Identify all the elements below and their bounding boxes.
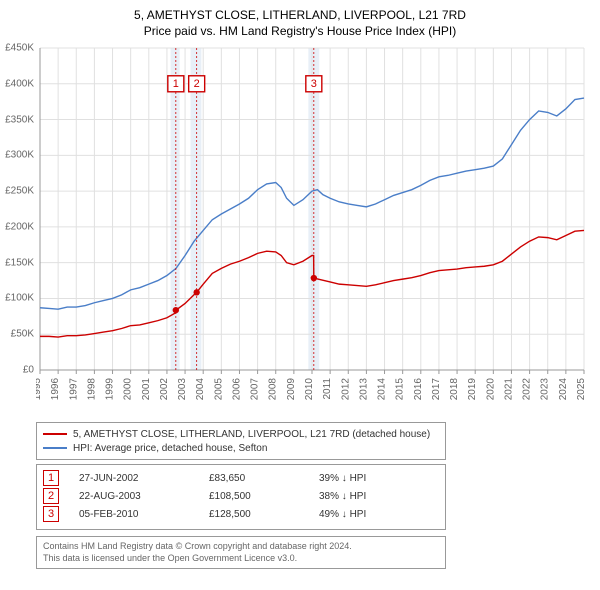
svg-text:2008: 2008 xyxy=(268,378,279,401)
y-tick-label: £400K xyxy=(5,78,34,89)
y-tick-label: £0 xyxy=(23,365,34,376)
svg-text:1: 1 xyxy=(173,78,179,90)
svg-text:1997: 1997 xyxy=(68,378,79,401)
svg-text:2022: 2022 xyxy=(522,378,533,401)
transaction-marker: 1 xyxy=(43,470,59,486)
y-tick-label: £300K xyxy=(5,150,34,161)
transaction-marker: 3 xyxy=(43,506,59,522)
legend-swatch xyxy=(43,447,67,449)
svg-text:2014: 2014 xyxy=(377,378,388,401)
y-tick-label: £150K xyxy=(5,257,34,268)
svg-text:3: 3 xyxy=(311,78,317,90)
svg-text:2011: 2011 xyxy=(322,378,333,400)
legend-swatch xyxy=(43,433,67,435)
chart-svg: 1995 1996 1997 1998 1999 2000 2001 2002 2003 2004… xyxy=(36,42,596,412)
svg-text:1995: 1995 xyxy=(36,378,43,401)
transaction-row: 3 05-FEB-2010£128,50049% ↓ HPI xyxy=(43,505,439,523)
svg-text:1999: 1999 xyxy=(105,378,116,401)
transaction-diff: 38% ↓ HPI xyxy=(319,491,419,502)
y-tick-label: £250K xyxy=(5,186,34,197)
svg-text:1996: 1996 xyxy=(50,378,61,401)
svg-text:2012: 2012 xyxy=(340,378,351,401)
transaction-date: 05-FEB-2010 xyxy=(79,509,209,520)
transactions-table: 1 27-JUN-2002£83,65039% ↓ HPI 2 22-AUG-2003… xyxy=(36,464,446,530)
y-axis-labels: £0 £50K £100K £150K £200K £250K £300K £350K £400… xyxy=(0,42,36,412)
chart-title: 5, AMETHYST CLOSE, LITHERLAND, LIVERPOOL… xyxy=(0,0,600,22)
svg-text:2021: 2021 xyxy=(503,378,514,401)
svg-text:2005: 2005 xyxy=(213,378,224,401)
svg-text:2007: 2007 xyxy=(250,378,261,401)
svg-text:2023: 2023 xyxy=(540,378,551,401)
chart-area: 1995 1996 1997 1998 1999 2000 2001 2002 2003 2004… xyxy=(36,42,596,412)
svg-text:2024: 2024 xyxy=(558,378,569,401)
svg-text:2001: 2001 xyxy=(141,378,152,401)
transaction-date: 22-AUG-2003 xyxy=(79,491,209,502)
attribution-line-1: Contains HM Land Registry data © Crown c… xyxy=(43,541,439,553)
svg-text:2004: 2004 xyxy=(195,378,206,401)
attribution-line-2: This data is licensed under the Open Gov… xyxy=(43,553,439,565)
legend-row: 5, AMETHYST CLOSE, LITHERLAND, LIVERPOOL… xyxy=(43,427,439,441)
transaction-price: £128,500 xyxy=(209,509,319,520)
y-tick-label: £50K xyxy=(11,329,34,340)
transaction-marker: 2 xyxy=(43,488,59,504)
attribution: Contains HM Land Registry data © Crown c… xyxy=(36,536,446,569)
legend-row: HPI: Average price, detached house, Seft… xyxy=(43,441,439,455)
legend: 5, AMETHYST CLOSE, LITHERLAND, LIVERPOOL… xyxy=(36,422,446,460)
transaction-price: £108,500 xyxy=(209,491,319,502)
svg-text:2017: 2017 xyxy=(431,378,442,401)
svg-text:2025: 2025 xyxy=(576,378,587,401)
y-tick-label: £200K xyxy=(5,221,34,232)
transaction-diff: 49% ↓ HPI xyxy=(319,509,419,520)
svg-text:2010: 2010 xyxy=(304,378,315,401)
svg-text:2002: 2002 xyxy=(159,378,170,401)
chart-subtitle: Price paid vs. HM Land Registry's House … xyxy=(0,22,600,42)
svg-text:2020: 2020 xyxy=(485,378,496,401)
legend-label: HPI: Average price, detached house, Seft… xyxy=(73,443,267,454)
svg-text:2019: 2019 xyxy=(467,378,478,401)
y-tick-label: £100K xyxy=(5,293,34,304)
svg-text:2: 2 xyxy=(194,78,200,90)
svg-text:2013: 2013 xyxy=(358,378,369,401)
svg-text:2016: 2016 xyxy=(413,378,424,401)
y-tick-label: £350K xyxy=(5,114,34,125)
transaction-price: £83,650 xyxy=(209,473,319,484)
transaction-row: 2 22-AUG-2003£108,50038% ↓ HPI xyxy=(43,487,439,505)
transaction-row: 1 27-JUN-2002£83,65039% ↓ HPI xyxy=(43,469,439,487)
transaction-date: 27-JUN-2002 xyxy=(79,473,209,484)
transaction-diff: 39% ↓ HPI xyxy=(319,473,419,484)
y-tick-label: £450K xyxy=(5,43,34,54)
legend-label: 5, AMETHYST CLOSE, LITHERLAND, LIVERPOOL… xyxy=(73,429,430,440)
svg-text:2003: 2003 xyxy=(177,378,188,401)
svg-text:1998: 1998 xyxy=(86,378,97,401)
svg-text:2006: 2006 xyxy=(231,378,242,401)
svg-text:2015: 2015 xyxy=(395,378,406,401)
svg-text:2009: 2009 xyxy=(286,378,297,401)
svg-text:2000: 2000 xyxy=(123,378,134,401)
svg-text:2018: 2018 xyxy=(449,378,460,401)
